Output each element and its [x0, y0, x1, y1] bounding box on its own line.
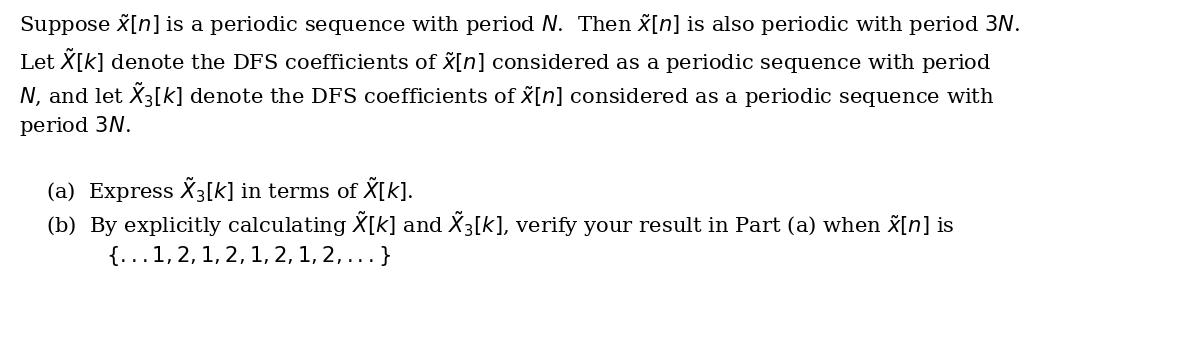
Text: $\{...1, 2, 1, 2, 1, 2, 1, 2,...\}$: $\{...1, 2, 1, 2, 1, 2, 1, 2,...\}$	[106, 244, 391, 268]
Text: Suppose $\tilde{x}[n]$ is a periodic sequence with period $N$.  Then $\tilde{x}[: Suppose $\tilde{x}[n]$ is a periodic seq…	[19, 12, 1021, 38]
Text: period $3N$.: period $3N$.	[19, 114, 131, 138]
Text: $N$, and let $\tilde{X}_3[k]$ denote the DFS coefficients of $\tilde{x}[n]$ cons: $N$, and let $\tilde{X}_3[k]$ denote the…	[19, 80, 995, 110]
Text: Let $\tilde{X}[k]$ denote the DFS coefficients of $\tilde{x}[n]$ considered as a: Let $\tilde{X}[k]$ denote the DFS coeffi…	[19, 46, 991, 76]
Text: (b)  By explicitly calculating $\tilde{X}[k]$ and $\tilde{X}_3[k]$, verify your : (b) By explicitly calculating $\tilde{X}…	[46, 209, 954, 239]
Text: (a)  Express $\tilde{X}_3[k]$ in terms of $\tilde{X}[k]$.: (a) Express $\tilde{X}_3[k]$ in terms of…	[46, 175, 413, 205]
